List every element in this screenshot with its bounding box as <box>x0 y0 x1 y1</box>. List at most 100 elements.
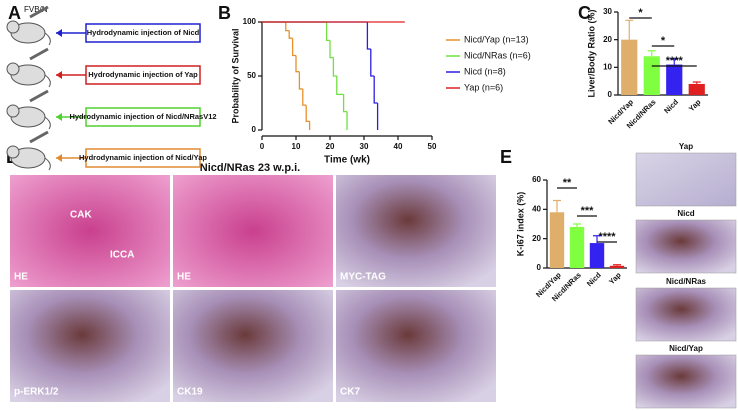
mouse-head <box>6 62 20 76</box>
y-tick-label: 10 <box>603 62 612 71</box>
x-tick-label: 0 <box>260 142 265 151</box>
survival-step <box>332 57 337 77</box>
x-tick-label: Yap <box>607 270 623 286</box>
stain-label: MYC-TAG <box>340 272 386 283</box>
significance-label: * <box>661 35 666 47</box>
tail <box>44 74 51 88</box>
bar <box>549 212 565 268</box>
x-tick-label: 20 <box>326 142 335 151</box>
survival-step <box>366 22 371 50</box>
tail <box>44 157 51 171</box>
micrograph <box>10 290 170 402</box>
panel-label: E <box>500 147 512 167</box>
y-tick-label: 20 <box>532 234 541 243</box>
legend-label: Yap (n=6) <box>464 82 503 92</box>
legend-label: Nicd/NRas (n=6) <box>464 50 531 60</box>
error-bar <box>647 50 656 57</box>
x-axis-label: Time (wk) <box>324 155 370 166</box>
survival-step <box>336 76 344 96</box>
survival-step <box>295 55 300 73</box>
mouse-head <box>6 20 20 34</box>
micrograph <box>635 152 737 207</box>
y-tick-label: 0 <box>252 125 257 134</box>
y-tick-label: 50 <box>247 71 256 80</box>
stain-label: HE <box>177 272 191 283</box>
bar <box>688 83 705 95</box>
stain-label: p-ERK1/2 <box>14 387 59 398</box>
panel-label: A <box>8 3 21 23</box>
syringe <box>29 130 49 144</box>
syringe <box>29 47 49 61</box>
bar <box>666 64 683 95</box>
micrograph-label: Nicd/NRas <box>666 277 707 286</box>
injection-box <box>85 148 201 168</box>
micrograph-label: Nicd/Yap <box>669 344 703 353</box>
survival-step <box>342 94 347 113</box>
significance-label: ** <box>563 177 572 189</box>
region-label: CAK <box>70 210 92 221</box>
survival-step <box>305 105 310 123</box>
bar <box>609 265 625 268</box>
injection-label: Hydrodynamic injection of Nicd <box>87 28 200 37</box>
bar <box>643 56 660 95</box>
syringe <box>29 89 49 103</box>
x-tick-label: 40 <box>394 142 403 151</box>
injection-label: Hydrodynamic injection of Nicd/Yap <box>79 153 207 162</box>
micrograph <box>635 354 737 409</box>
bar <box>589 243 605 268</box>
significance-label: * <box>638 7 643 19</box>
survival-step <box>329 40 334 59</box>
y-axis-label: K-i67 index (%) <box>515 192 525 257</box>
legend-label: Nicd (n=8) <box>464 66 506 76</box>
significance-label: **** <box>598 231 616 243</box>
y-axis-label: Liver/Body Ratio (%) <box>586 9 596 97</box>
arrow-head <box>56 29 62 37</box>
stain-label: CK19 <box>177 387 203 398</box>
tail <box>44 116 51 130</box>
injection-label: Hydrodynamic injection of Yap <box>88 70 198 79</box>
micrograph-label: Yap <box>679 142 693 151</box>
mouse-head <box>6 145 20 159</box>
y-tick-label: 100 <box>243 17 257 26</box>
survival-step <box>373 76 378 104</box>
x-tick-label: 50 <box>428 142 437 151</box>
error-bar <box>613 264 621 266</box>
survival-step <box>298 71 303 90</box>
y-tick-label: 0 <box>537 263 542 272</box>
bar <box>621 39 638 95</box>
arrow-head <box>56 71 62 79</box>
survival-step <box>370 49 375 77</box>
micrograph <box>173 290 333 402</box>
strain: FVB/N <box>24 5 48 14</box>
arrow-head <box>56 154 62 162</box>
tail <box>44 32 51 46</box>
region-label: ICCA <box>110 250 134 261</box>
x-tick-label: Nicd <box>585 270 603 288</box>
arrow-head <box>56 113 62 121</box>
significance-label: **** <box>666 55 684 67</box>
injection-label: Hydrodynamic injection of Nicd/NRasV12 <box>69 112 216 121</box>
micrograph <box>10 175 170 287</box>
survival-step <box>325 22 330 42</box>
micrograph <box>336 175 496 287</box>
survival-step <box>288 30 293 39</box>
error-bar <box>670 58 679 65</box>
y-axis-label: Probability of Survival <box>230 28 240 123</box>
injection-box <box>85 65 201 85</box>
significance-label: *** <box>581 205 595 217</box>
survival-step <box>285 22 290 32</box>
injection-box <box>85 23 201 43</box>
x-tick-label: Nicd <box>662 97 680 115</box>
y-tick-label: 0 <box>608 90 613 99</box>
panel-label: B <box>218 3 231 23</box>
micrograph <box>635 287 737 342</box>
histology-title: Nicd/NRas 23 w.p.i. <box>200 162 300 174</box>
x-tick-label: Yap <box>687 97 703 113</box>
y-tick-label: 40 <box>532 204 541 213</box>
y-tick-label: 30 <box>603 7 612 16</box>
stain-label: HE <box>14 272 28 283</box>
error-bar <box>692 81 701 84</box>
bar <box>569 226 585 268</box>
error-bar <box>625 19 634 40</box>
